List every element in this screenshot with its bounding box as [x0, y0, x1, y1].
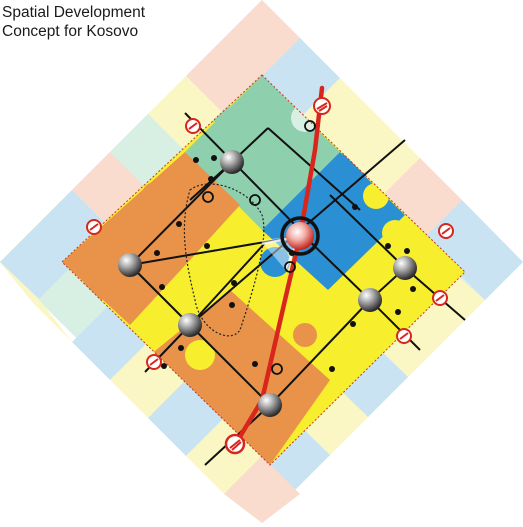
small-dots: [154, 155, 416, 372]
enclave-outline: [183, 183, 265, 337]
border-crossing-icon: [432, 290, 448, 306]
open-circles: [202, 120, 316, 375]
major-node-sphere: [118, 253, 142, 277]
major-node-sphere: [220, 150, 244, 174]
major-node-sphere: [178, 313, 202, 337]
kosovo-border: [61, 74, 466, 466]
border-crossing-icon: [313, 97, 331, 115]
major-node-sphere: [393, 256, 417, 280]
capital-node-sphere: [286, 222, 314, 250]
border-crossing-icon: [86, 219, 102, 235]
diagram-title: Spatial Development Concept for Kosovo: [2, 3, 145, 41]
title-line-1: Spatial Development: [2, 4, 146, 21]
major-nodes: [118, 150, 417, 417]
border-crossing-icon: [146, 354, 162, 370]
capital-node: [280, 216, 320, 256]
border-crossing-icon: [438, 223, 454, 239]
major-node-sphere: [258, 393, 282, 417]
border-crossing-icon: [224, 433, 246, 455]
border-crossing-icon: [396, 328, 412, 344]
border-crossing-icon: [185, 118, 201, 134]
red-axis: [232, 85, 325, 448]
border-crossings: [86, 97, 454, 455]
title-line-2: Concept for Kosovo: [2, 23, 139, 40]
major-node-sphere: [358, 288, 382, 312]
